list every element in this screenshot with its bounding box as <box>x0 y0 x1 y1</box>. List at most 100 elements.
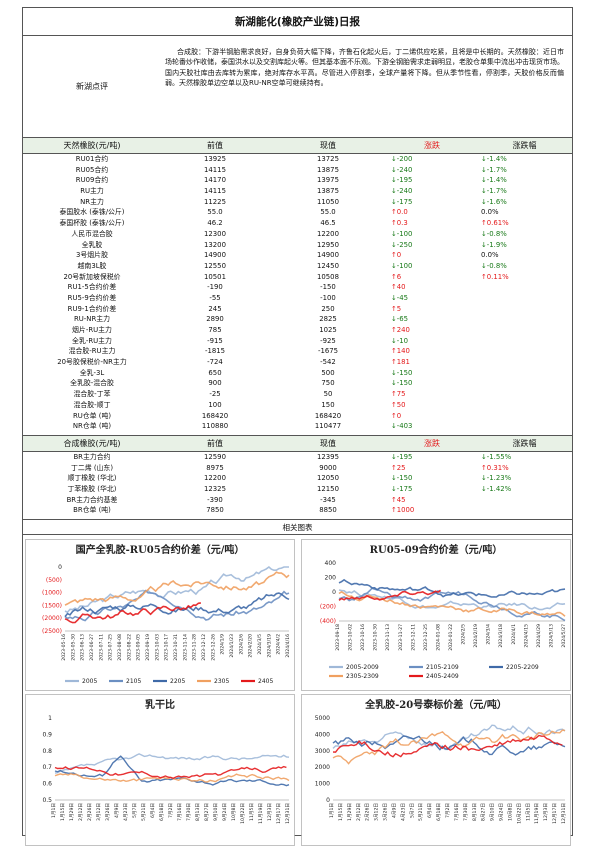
row-pct: ↑0.61% <box>481 219 509 228</box>
chart-series-line <box>332 734 563 758</box>
row-change: ↓-195 <box>391 176 413 185</box>
chart-series-line <box>338 578 566 598</box>
x-tick-label: 2024/4/16 <box>285 634 291 658</box>
row-prev: 12550 <box>204 261 226 270</box>
row-prev: 10501 <box>204 272 226 281</box>
row-prev: 55.0 <box>207 208 223 217</box>
x-tick-label: 2023-10-30 <box>373 624 379 651</box>
legend-label: 2105 <box>126 678 141 685</box>
x-tick-label: 2月12日 <box>356 803 362 821</box>
row-change: ↑0.3 <box>391 219 408 228</box>
x-tick-label: 2023-10-16 <box>360 624 366 651</box>
row-prev: 46.2 <box>207 219 223 228</box>
row-prev: -25 <box>209 390 221 399</box>
x-tick-label: 1月15日 <box>60 803 66 821</box>
x-tick-label: 2023-11-14 <box>182 634 188 661</box>
table-row: 泰国杯胶 (泰铢/公斤) 46.2 46.5 ↑0.3 ↑0.61% <box>23 218 572 229</box>
row-change: ↑181 <box>391 358 410 367</box>
row-change: ↑1000 <box>391 506 415 515</box>
row-prev: 785 <box>208 326 222 334</box>
table-row: RU主力 14115 13875 ↓-240 ↓-1.7% <box>23 186 572 197</box>
row-change: ↓-240 <box>391 165 413 174</box>
x-tick-label: 1月15日 <box>338 803 344 821</box>
x-tick-label: 4月23日 <box>400 803 406 821</box>
x-tick-label: 2月12日 <box>78 803 84 821</box>
table-row: BR主力合约 12590 12395 ↓-195 ↓-1.55% <box>23 452 572 463</box>
legend-label: 2205-2209 <box>506 664 539 671</box>
row-name: RU主力 <box>80 187 104 196</box>
table-row: 丁苯橡胶 (华北) 12325 12150 ↓-175 ↓-1.42% <box>23 484 572 495</box>
row-change: ↑140 <box>391 347 410 356</box>
row-cur: -925 <box>320 336 336 345</box>
row-cur: 14900 <box>317 251 339 260</box>
row-pct: ↓-1.42% <box>481 484 512 493</box>
table-row: 越南3L胶 12550 12450 ↓-100 ↓-0.8% <box>23 261 572 272</box>
row-change: ↓-175 <box>391 197 413 206</box>
x-tick-label: 2023-05-30 <box>70 634 76 661</box>
legend-label: 2305-2309 <box>346 673 379 680</box>
row-cur: 13875 <box>317 187 339 196</box>
row-prev: 14115 <box>204 165 226 174</box>
x-tick-label: 10月8日 <box>507 803 513 821</box>
legend-label: 2405 <box>258 678 273 685</box>
row-cur: -542 <box>320 358 336 367</box>
row-name: 全乳-3L <box>79 368 105 377</box>
row-pct: ↓-0.8% <box>481 261 507 270</box>
chart-series-line <box>54 755 290 787</box>
chart-latex-str20-spread: 全乳胶-20号泰标价差（元/吨） 5000 4000 3000 2000 1000 0 1月1… <box>301 694 571 846</box>
row-prev: 245 <box>208 304 222 313</box>
table-row: 全乳胶 13200 12950 ↓-250 ↓-1.9% <box>23 240 572 251</box>
chart-latex-dry-ratio: 乳干比 1 0.9 0.8 0.7 0.6 0.5 1月1日 1月15日 1月29日 2月12日 2月… <box>25 694 295 846</box>
x-tick-label: 12月3日 <box>267 803 273 821</box>
x-tick-label: 4月23日 <box>123 803 129 821</box>
x-tick-label: 10月22日 <box>240 803 246 824</box>
row-prev: 14170 <box>204 176 226 185</box>
chart-series-line <box>332 729 566 765</box>
row-name: BR主力合约 <box>73 452 111 461</box>
row-name: 3号烟片胶 <box>76 251 108 260</box>
row-name: RU仓单 (吨) <box>72 411 112 420</box>
row-pct: ↑0.11% <box>481 272 509 281</box>
header-name: 天然橡胶(元/吨) <box>63 141 121 150</box>
header-chg: 涨跌 <box>424 438 440 448</box>
row-change: ↓-10 <box>391 336 409 345</box>
header-pct: 涨跌幅 <box>512 438 537 448</box>
y-tick-label: 0 <box>58 564 62 571</box>
row-pct: ↑0.31% <box>481 463 509 472</box>
x-tick-label: 2024/2/20 <box>248 634 254 658</box>
row-cur: 46.5 <box>320 219 336 228</box>
x-tick-label: 2024/4/1 <box>511 624 517 645</box>
x-tick-label: 2月26日 <box>365 803 371 821</box>
y-tick-label: 200 <box>325 575 337 582</box>
x-tick-label: 11月19日 <box>258 803 264 824</box>
row-prev: 12300 <box>204 229 226 238</box>
row-cur: 1025 <box>319 326 337 334</box>
x-tick-label: 2024/4/29 <box>536 624 542 648</box>
x-tick-label: 9月24日 <box>222 803 228 821</box>
chart-svg: RU05-09合约价差（元/吨） 400 200 0 (200) (400)2023-09… <box>301 539 571 691</box>
row-change: ↑6 <box>391 272 402 281</box>
row-pct: ↓-1.6% <box>481 197 507 206</box>
row-name: BR主力合约基差 <box>66 495 118 504</box>
row-name: 20号胶保税价-NR主力 <box>57 358 127 367</box>
row-prev: 650 <box>208 368 222 377</box>
chart-title: 全乳胶-20号泰标价差（元/吨） <box>364 698 507 711</box>
y-tick-label: 400 <box>325 560 337 567</box>
row-name: BR仓单 (吨) <box>73 506 111 515</box>
row-pct: ↓-1.7% <box>481 165 507 174</box>
table-row: 混合胶-RU主力 -1815 -1675 ↑140 <box>23 346 572 357</box>
x-tick-label: 2023-12-12 <box>201 634 207 661</box>
x-tick-label: 2024/2/6 <box>238 634 244 655</box>
table-row: 混合胶-顺丁 100 150 ↑50 <box>23 400 572 411</box>
chart-svg: 国产全乳胶-RU05合约价差（元/吨） 0 (500) (1000) (1500) (20… <box>25 539 295 691</box>
comment-label: 新湖点评 <box>76 82 108 91</box>
x-tick-label: 5月21日 <box>418 803 424 821</box>
x-tick-label: 7月30日 <box>463 803 469 821</box>
y-tick-label: 2000 <box>315 764 330 771</box>
row-cur: 12450 <box>317 261 339 270</box>
chart-latex-ru05-spread: 国产全乳胶-RU05合约价差（元/吨） 0 (500) (1000) (1500) (20… <box>25 539 295 691</box>
y-tick-label: (2500) <box>42 628 62 635</box>
x-tick-label: 2023-09-05 <box>136 634 142 661</box>
x-tick-label: 6月18日 <box>436 803 442 821</box>
legend-label: 2105-2109 <box>426 664 459 671</box>
